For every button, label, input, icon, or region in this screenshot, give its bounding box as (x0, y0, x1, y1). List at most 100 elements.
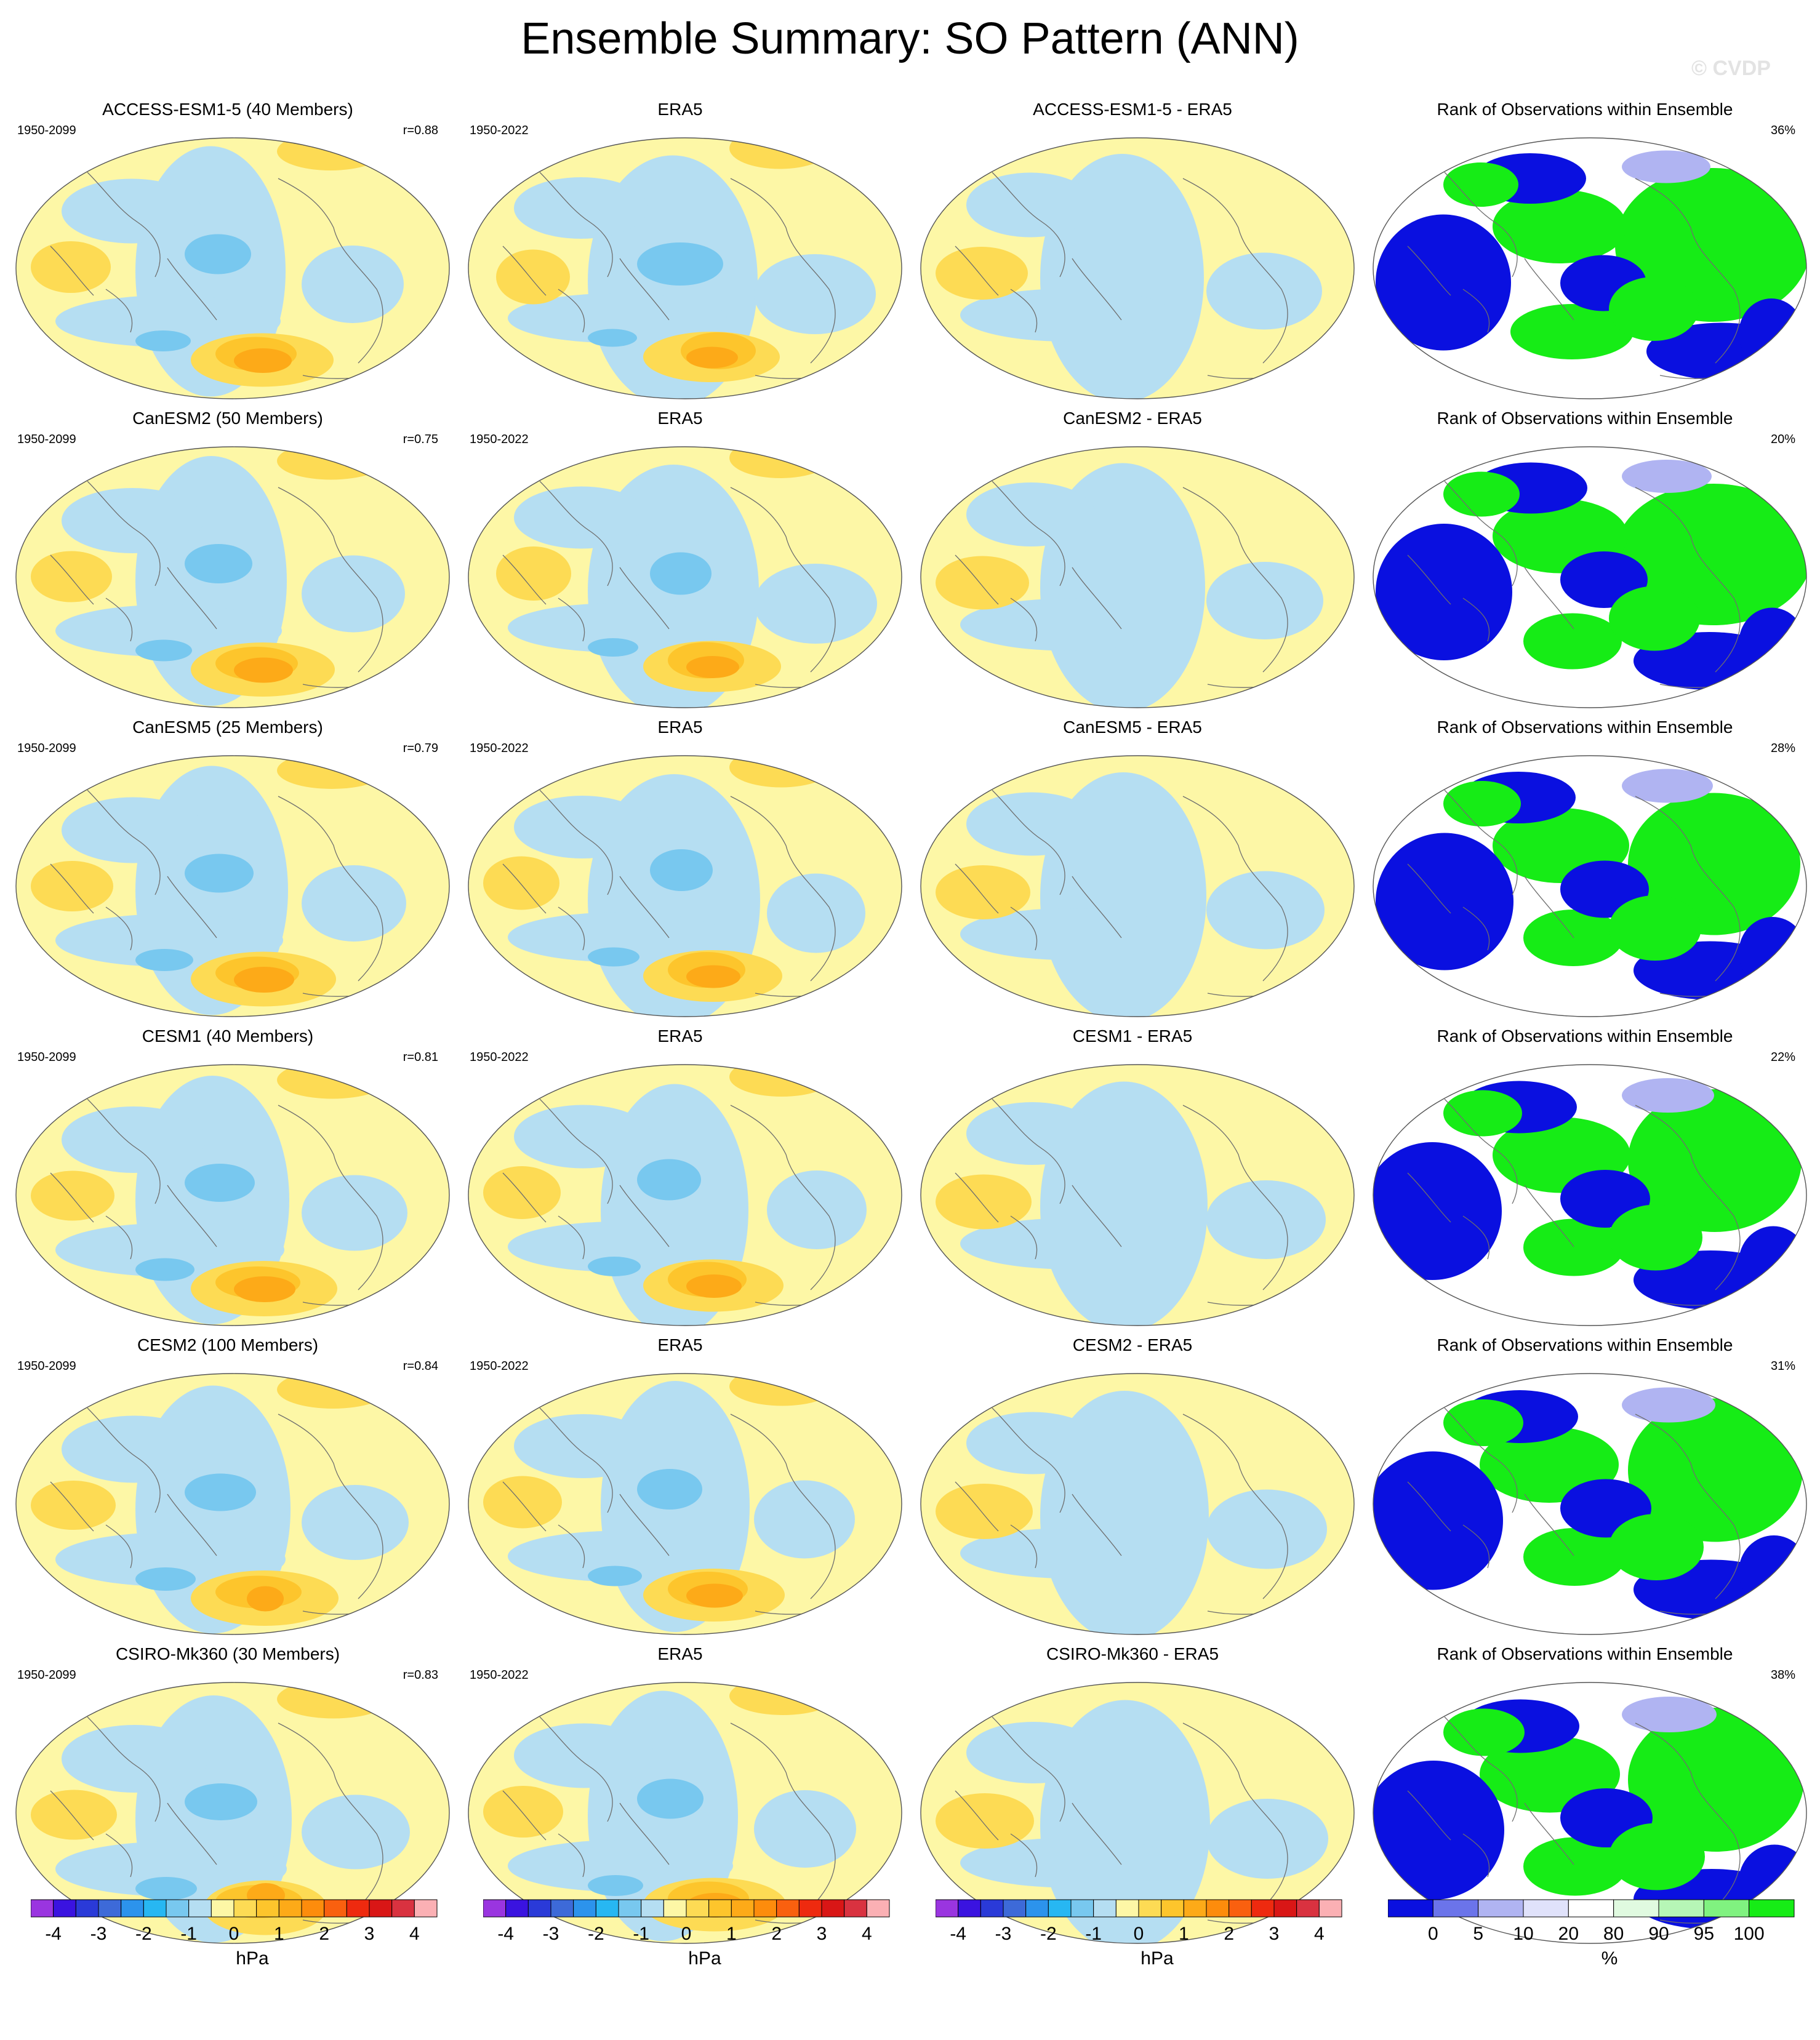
colorbar-tick-label: -3 (90, 1924, 107, 1944)
map-panel-diff: CanESM2 - ERA5 (911, 407, 1355, 715)
panel-title: ERA5 (657, 100, 703, 119)
panel-title: CSIRO-Mk360 (30 Members) (115, 1644, 340, 1663)
colorbar-swatch (1206, 1899, 1230, 1918)
colorbar-swatch (1658, 1899, 1704, 1918)
rank-percent: 22% (1770, 1050, 1795, 1064)
colorbar-bar (936, 1899, 1342, 1918)
colorbar-tick-label: -3 (542, 1924, 559, 1944)
map-panel-diff: CanESM5 - ERA5 (911, 716, 1355, 1024)
colorbar-swatch (1388, 1899, 1433, 1918)
colorbar-tick-label: 4 (861, 1924, 872, 1944)
colorbar-rank: 0 5 10 20 80 90 95 100% (1388, 1897, 1820, 2026)
colorbar-swatch (618, 1899, 642, 1918)
pattern-correlation: r=0.81 (403, 1050, 438, 1064)
colorbar-swatch (1003, 1899, 1027, 1918)
period-label: 1950-2022 (470, 1050, 529, 1064)
panel-title: CanESM2 - ERA5 (1063, 409, 1202, 428)
colorbar-swatch (98, 1899, 122, 1918)
pattern-correlation: r=0.88 (403, 124, 438, 137)
colorbar-tick-label: 4 (1313, 1924, 1325, 1944)
pattern-correlation: r=0.84 (403, 1359, 438, 1373)
map-panel-rank: Rank of Observations within Ensemble 36% (1363, 98, 1807, 406)
panel-title: ERA5 (657, 1335, 703, 1354)
map-panel-rank: Rank of Observations within Ensemble 31% (1363, 1334, 1807, 1642)
map-panel-model: CanESM5 (25 Members) 1950-2099 r=0.79 (6, 716, 450, 1024)
panel-title: CESM2 - ERA5 (1072, 1335, 1193, 1354)
panel-title: Rank of Observations within Ensemble (1437, 409, 1733, 428)
colorbar-swatch (1048, 1899, 1072, 1918)
colorbar-unit-label: hPa (236, 1948, 269, 1969)
colorbar-tick-label: 0 (228, 1924, 239, 1944)
colorbar-unit-label: hPa (1141, 1948, 1174, 1969)
colorbar-tick-label: 5 (1473, 1924, 1483, 1944)
colorbar-tick-label: -1 (633, 1924, 649, 1944)
rank-percent: 28% (1770, 742, 1795, 755)
colorbar-swatch (595, 1899, 619, 1918)
panel-title: CESM1 - ERA5 (1072, 1026, 1193, 1046)
colorbar-swatch (1613, 1899, 1659, 1918)
globe-map (920, 1064, 1355, 1326)
colorbar-swatch (686, 1899, 710, 1918)
colorbar-swatch (731, 1899, 755, 1918)
rank-percent: 38% (1770, 1668, 1795, 1682)
panel-title: CESM1 (40 Members) (142, 1026, 314, 1046)
panel-title: ACCESS-ESM1-5 (40 Members) (102, 100, 353, 119)
colorbar-swatch (324, 1899, 347, 1918)
colorbar-swatch (233, 1899, 257, 1918)
colorbar-swatch (798, 1899, 822, 1918)
colorbar-tick-label: 80 (1603, 1924, 1624, 1944)
globe-map (468, 1064, 902, 1326)
rank-percent: 36% (1770, 124, 1795, 137)
map-panel-diff: ACCESS-ESM1-5 - ERA5 (911, 98, 1355, 406)
colorbar-swatch (753, 1899, 777, 1918)
colorbar-swatch (1523, 1899, 1569, 1918)
period-label: 1950-2022 (470, 1668, 529, 1682)
colorbar-swatch (1478, 1899, 1524, 1918)
globe-map (1373, 446, 1807, 708)
globe-map (920, 1373, 1355, 1635)
colorbar-swatch (1251, 1899, 1275, 1918)
map-panel-rank: Rank of Observations within Ensemble 22% (1363, 1025, 1807, 1333)
colorbar-swatch (166, 1899, 190, 1918)
colorbar-swatch (256, 1899, 279, 1918)
colorbar-unit-label: hPa (688, 1948, 721, 1969)
colorbar-tick-label: -2 (1040, 1924, 1057, 1944)
globe-map (1373, 755, 1807, 1017)
period-label: 1950-2099 (17, 1359, 76, 1373)
panel-title: ACCESS-ESM1-5 - ERA5 (1033, 100, 1232, 119)
colorbar-swatch (641, 1899, 664, 1918)
colorbar-swatch (1273, 1899, 1297, 1918)
colorbar-tick-label: -1 (1085, 1924, 1102, 1944)
panel-title: Rank of Observations within Ensemble (1437, 1335, 1733, 1354)
panel-title: Rank of Observations within Ensemble (1437, 1644, 1733, 1663)
colorbar-swatch (1115, 1899, 1139, 1918)
colorbar-swatch (821, 1899, 845, 1918)
period-label: 1950-2099 (17, 1668, 76, 1682)
colorbar-tick-label: 3 (816, 1924, 827, 1944)
colorbar-obs: -4 -3 -2 -1 0 1 2 3 4 hPa (483, 1897, 926, 2026)
period-label: 1950-2022 (470, 124, 529, 137)
map-panel-diff: CESM1 - ERA5 (911, 1025, 1355, 1333)
colorbar-tick-label: 10 (1513, 1924, 1534, 1944)
colorbar-swatch (1229, 1899, 1252, 1918)
colorbar-tick-label: 0 (1133, 1924, 1144, 1944)
colorbar-tick-label: 20 (1558, 1924, 1579, 1944)
map-panel-obs: ERA5 1950-2022 (459, 407, 902, 715)
colorbar-swatch (505, 1899, 529, 1918)
globe-map (15, 1373, 450, 1635)
globe-map (468, 137, 902, 399)
pattern-correlation: r=0.79 (403, 742, 438, 755)
colorbar-swatch (550, 1899, 574, 1918)
colorbar-bar (31, 1899, 438, 1918)
colorbar-swatch (1296, 1899, 1320, 1918)
colorbar-swatch (1025, 1899, 1049, 1918)
panel-title: ERA5 (657, 718, 703, 737)
watermark: © CVDP (1691, 57, 1771, 80)
colorbar-swatch (369, 1899, 393, 1918)
colorbar-swatch (1703, 1899, 1750, 1918)
panel-title: Rank of Observations within Ensemble (1437, 718, 1733, 737)
globe-map (15, 446, 450, 708)
colorbar-tick-label: -4 (950, 1924, 966, 1944)
globe-map (1373, 1373, 1807, 1635)
panel-title: CanESM5 (25 Members) (132, 718, 323, 737)
